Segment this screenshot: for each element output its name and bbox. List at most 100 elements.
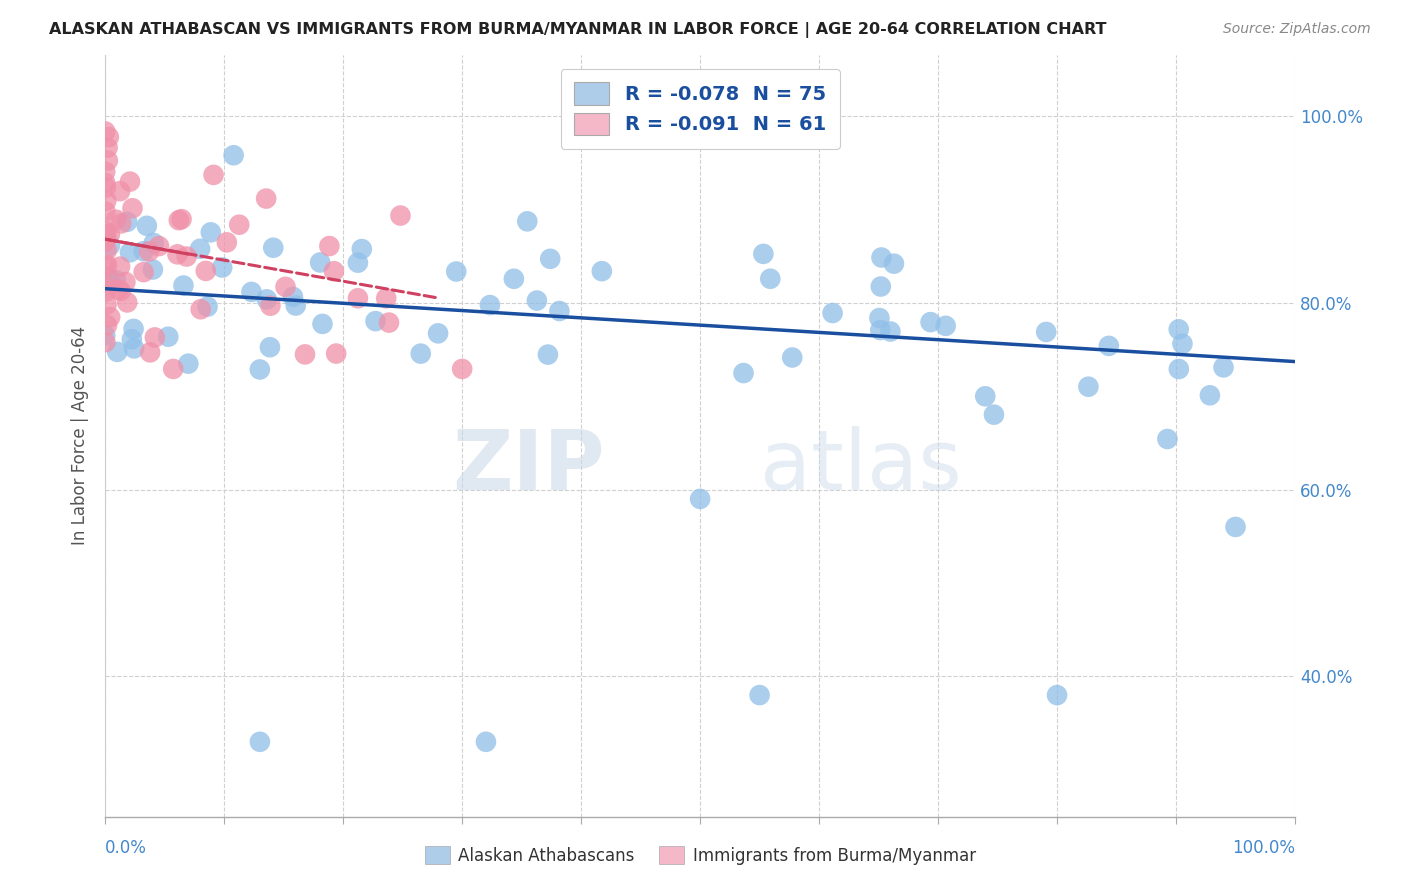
Point: [350, 242, 373, 256]
Text: ALASKAN ATHABASCAN VS IMMIGRANTS FROM BURMA/MYANMAR IN LABOR FORCE | AGE 20-64 C: ALASKAN ATHABASCAN VS IMMIGRANTS FROM BU…: [49, 22, 1107, 38]
Point: [409, 346, 432, 360]
Point: [138, 244, 160, 259]
Point: [142, 262, 165, 277]
Point: [94, 124, 117, 138]
Point: [96, 194, 118, 208]
Text: 100.0%: 100.0%: [1232, 838, 1295, 857]
Point: [142, 235, 165, 250]
Point: [96, 258, 118, 272]
Point: [162, 362, 184, 376]
Point: [1035, 325, 1057, 339]
Point: [1225, 520, 1247, 534]
Point: [132, 265, 155, 279]
Point: [284, 299, 307, 313]
Legend: Alaskan Athabascans, Immigrants from Burma/Myanmar: Alaskan Athabascans, Immigrants from Bur…: [416, 838, 984, 873]
Point: [869, 279, 891, 293]
Point: [323, 264, 346, 278]
Point: [122, 322, 145, 336]
Point: [107, 283, 129, 297]
Point: [96, 297, 118, 311]
Point: [188, 242, 211, 256]
Point: [347, 255, 370, 269]
Point: [548, 304, 571, 318]
Point: [274, 280, 297, 294]
Point: [935, 318, 957, 333]
Y-axis label: In Labor Force | Age 20-64: In Labor Force | Age 20-64: [72, 326, 89, 545]
Point: [1167, 362, 1189, 376]
Point: [96, 227, 118, 241]
Point: [1156, 432, 1178, 446]
Point: [240, 285, 263, 299]
Point: [249, 362, 271, 376]
Point: [94, 164, 117, 178]
Point: [122, 342, 145, 356]
Point: [446, 264, 468, 278]
Point: [689, 491, 711, 506]
Point: [215, 235, 238, 250]
Point: [249, 735, 271, 749]
Point: [110, 216, 132, 230]
Point: [502, 272, 524, 286]
Point: [115, 215, 138, 229]
Point: [311, 317, 333, 331]
Point: [200, 225, 222, 239]
Point: [108, 184, 131, 198]
Point: [526, 293, 548, 308]
Point: [259, 340, 281, 354]
Text: ZIP: ZIP: [453, 425, 605, 507]
Text: Source: ZipAtlas.com: Source: ZipAtlas.com: [1223, 22, 1371, 37]
Point: [94, 176, 117, 190]
Point: [478, 298, 501, 312]
Point: [983, 408, 1005, 422]
Point: [148, 239, 170, 253]
Point: [222, 148, 245, 162]
Point: [94, 259, 117, 273]
Point: [748, 688, 770, 702]
Point: [389, 209, 412, 223]
Point: [166, 247, 188, 261]
Point: [96, 318, 118, 333]
Point: [118, 175, 141, 189]
Point: [1098, 339, 1121, 353]
Point: [211, 260, 233, 275]
Point: [97, 270, 120, 285]
Point: [190, 302, 212, 317]
Point: [94, 224, 117, 238]
Point: [733, 366, 755, 380]
Point: [157, 330, 180, 344]
Point: [920, 315, 942, 329]
Point: [110, 284, 132, 298]
Text: atlas: atlas: [759, 425, 962, 507]
Point: [139, 345, 162, 359]
Point: [591, 264, 613, 278]
Point: [202, 168, 225, 182]
Point: [228, 218, 250, 232]
Point: [105, 273, 128, 287]
Point: [294, 347, 316, 361]
Point: [759, 271, 782, 285]
Point: [869, 323, 891, 337]
Point: [98, 310, 121, 325]
Point: [974, 389, 997, 403]
Point: [94, 235, 117, 249]
Point: [375, 291, 398, 305]
Point: [97, 140, 120, 154]
Point: [132, 244, 155, 259]
Point: [868, 311, 890, 326]
Point: [118, 245, 141, 260]
Point: [1212, 360, 1234, 375]
Point: [254, 192, 277, 206]
Point: [105, 344, 128, 359]
Point: [96, 269, 118, 284]
Point: [475, 735, 498, 749]
Point: [516, 214, 538, 228]
Point: [879, 325, 901, 339]
Point: [96, 244, 118, 258]
Point: [1199, 388, 1222, 402]
Point: [427, 326, 450, 341]
Point: [135, 219, 157, 233]
Point: [281, 290, 304, 304]
Point: [172, 278, 194, 293]
Point: [194, 264, 217, 278]
Point: [347, 291, 370, 305]
